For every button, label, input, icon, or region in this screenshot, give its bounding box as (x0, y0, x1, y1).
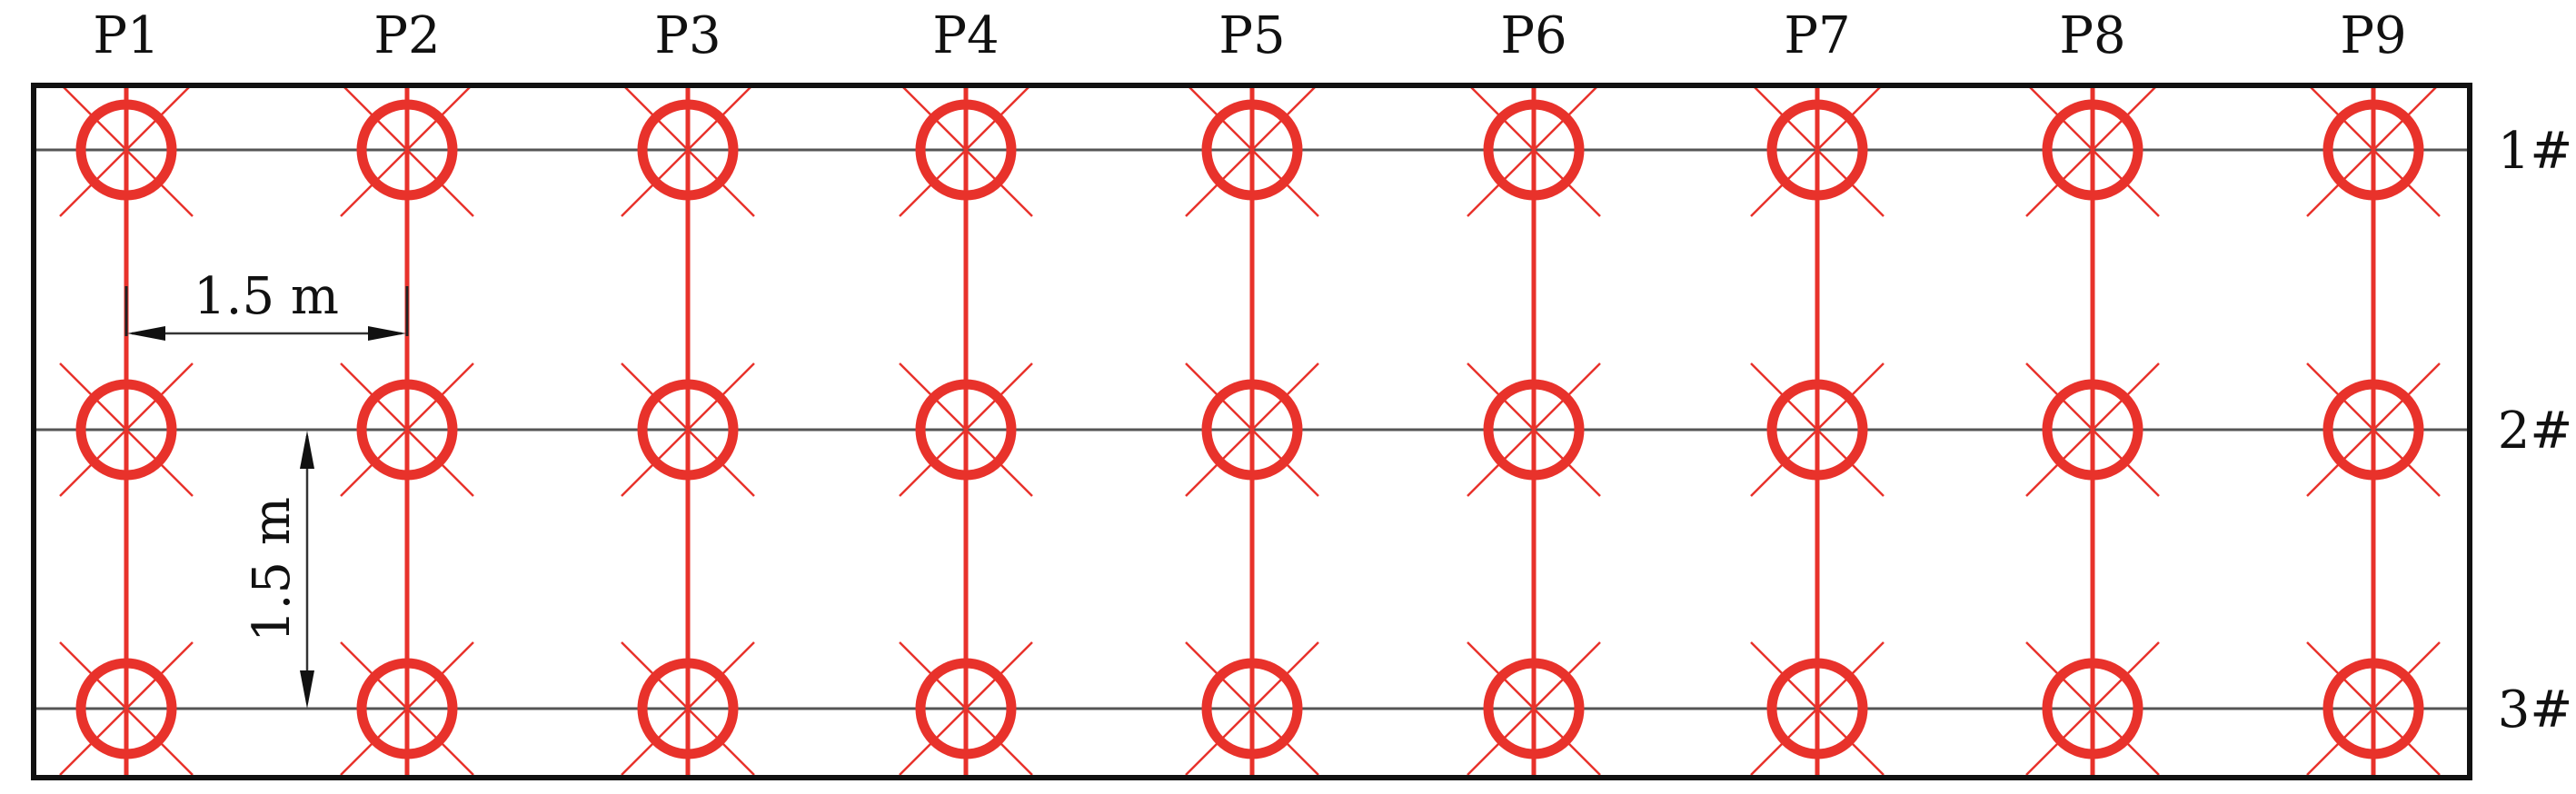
column-labels: P1 P2 P3 P4 P5 P6 P7 P8 P9 (93, 6, 2406, 65)
marker-circle-cross-icon (2306, 362, 2441, 497)
column-label: P6 (1500, 6, 1566, 65)
column-label: P8 (2059, 6, 2125, 65)
marker-circle-cross-icon (1185, 362, 1319, 497)
column-label: P2 (373, 6, 440, 65)
marker-circle-cross-icon (1750, 362, 1885, 497)
marker-circle-cross-icon (899, 641, 1033, 776)
marker-circle-cross-icon (1750, 83, 1885, 217)
vertical-dimension-label: 1.5 m (243, 497, 302, 642)
column-label: P5 (1218, 6, 1285, 65)
marker-circle-cross-icon (59, 362, 194, 497)
marker-circle-cross-icon (1185, 83, 1319, 217)
marker-circle-cross-icon (1750, 641, 1885, 776)
marker-circle-cross-icon (2306, 641, 2441, 776)
marker-circle-cross-icon (621, 641, 755, 776)
column-label: P1 (93, 6, 159, 65)
column-label: P4 (932, 6, 999, 65)
marker-circle-cross-icon (899, 362, 1033, 497)
marker-circle-cross-icon (621, 362, 755, 497)
marker-circle-cross-icon (2306, 83, 2441, 217)
marker-circle-cross-icon (2025, 83, 2160, 217)
column-label: P7 (1784, 6, 1850, 65)
marker-circle-cross-icon (2025, 641, 2160, 776)
horizontal-dimension: 1.5 m (124, 267, 409, 341)
marker-circle-cross-icon (1467, 83, 1601, 217)
markers (59, 83, 2441, 776)
row-labels: 1# 2# 3# (2498, 122, 2573, 739)
marker-circle-cross-icon (59, 641, 194, 776)
marker-circle-cross-icon (340, 83, 474, 217)
row-label: 1# (2498, 122, 2573, 181)
marker-circle-cross-icon (340, 641, 474, 776)
vertical-dimension: 1.5 m (243, 431, 314, 709)
marker-circle-cross-icon (1467, 641, 1601, 776)
column-label: P9 (2340, 6, 2406, 65)
marker-circle-cross-icon (1467, 362, 1601, 497)
marker-circle-cross-icon (59, 83, 194, 217)
marker-circle-cross-icon (899, 83, 1033, 217)
marker-circle-cross-icon (340, 362, 474, 497)
row-label: 3# (2498, 680, 2573, 739)
marker-circle-cross-icon (621, 83, 755, 217)
marker-circle-cross-icon (1185, 641, 1319, 776)
row-label: 2# (2498, 402, 2573, 461)
horizontal-dimension-label: 1.5 m (194, 267, 339, 326)
marker-circle-cross-icon (2025, 362, 2160, 497)
column-label: P3 (654, 6, 721, 65)
frame (31, 83, 2472, 780)
